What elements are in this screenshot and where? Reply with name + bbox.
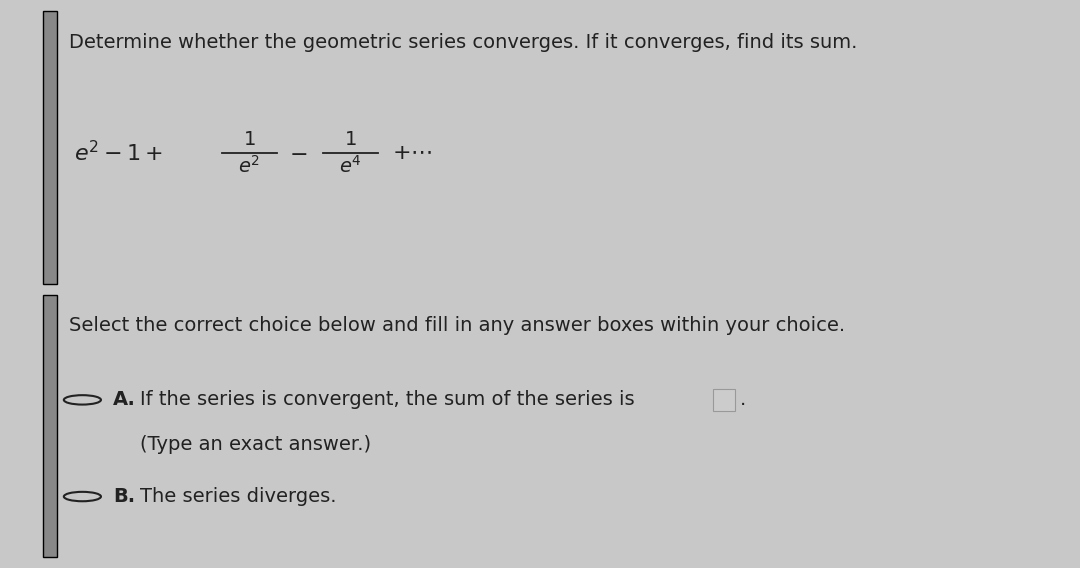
Text: Select the correct choice below and fill in any answer boxes within your choice.: Select the correct choice below and fill… [69, 316, 846, 335]
Text: $1$: $1$ [243, 131, 256, 149]
Text: The series diverges.: The series diverges. [140, 487, 337, 506]
Text: (Type an exact answer.): (Type an exact answer.) [140, 435, 372, 454]
Text: $e^2$: $e^2$ [239, 155, 260, 177]
Text: .: . [740, 390, 745, 410]
Text: $e^4$: $e^4$ [339, 155, 362, 177]
FancyBboxPatch shape [713, 389, 735, 411]
Text: $1$: $1$ [345, 131, 356, 149]
Text: Determine whether the geometric series converges. If it converges, find its sum.: Determine whether the geometric series c… [69, 33, 858, 52]
Text: If the series is convergent, the sum of the series is: If the series is convergent, the sum of … [140, 390, 635, 410]
FancyBboxPatch shape [43, 11, 56, 284]
Text: $e^2-1+$: $e^2-1+$ [75, 140, 163, 166]
Text: A.: A. [113, 390, 136, 410]
Text: B.: B. [113, 487, 135, 506]
Text: $-$: $-$ [288, 142, 307, 164]
Text: $+\cdots$: $+\cdots$ [392, 142, 432, 164]
FancyBboxPatch shape [43, 295, 56, 557]
